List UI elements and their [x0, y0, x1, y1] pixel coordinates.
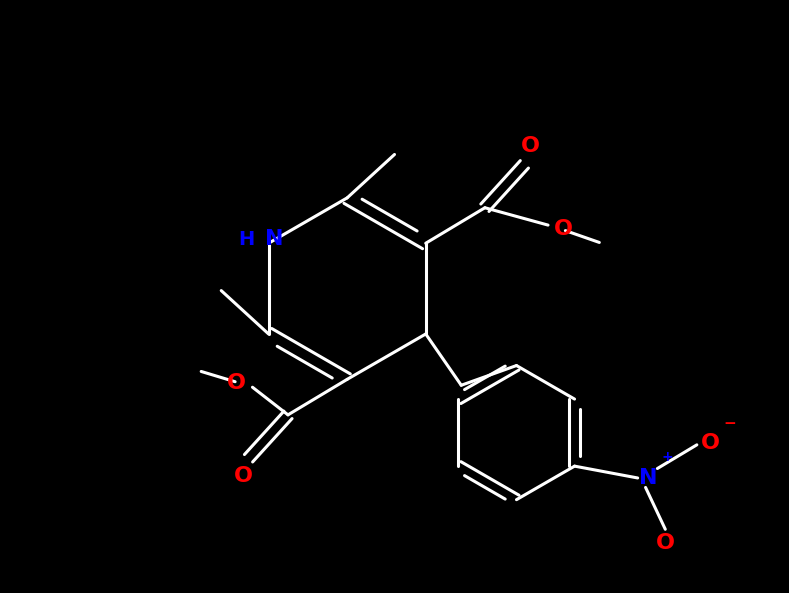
- Text: O: O: [555, 219, 574, 239]
- Text: −: −: [724, 416, 736, 431]
- Text: +: +: [662, 449, 674, 464]
- Text: O: O: [234, 466, 252, 486]
- Text: O: O: [701, 433, 720, 453]
- Text: O: O: [521, 136, 540, 157]
- Text: O: O: [656, 533, 675, 553]
- Text: N: N: [264, 229, 283, 249]
- Text: H: H: [238, 230, 254, 249]
- Text: O: O: [227, 373, 246, 393]
- Text: N: N: [639, 468, 658, 488]
